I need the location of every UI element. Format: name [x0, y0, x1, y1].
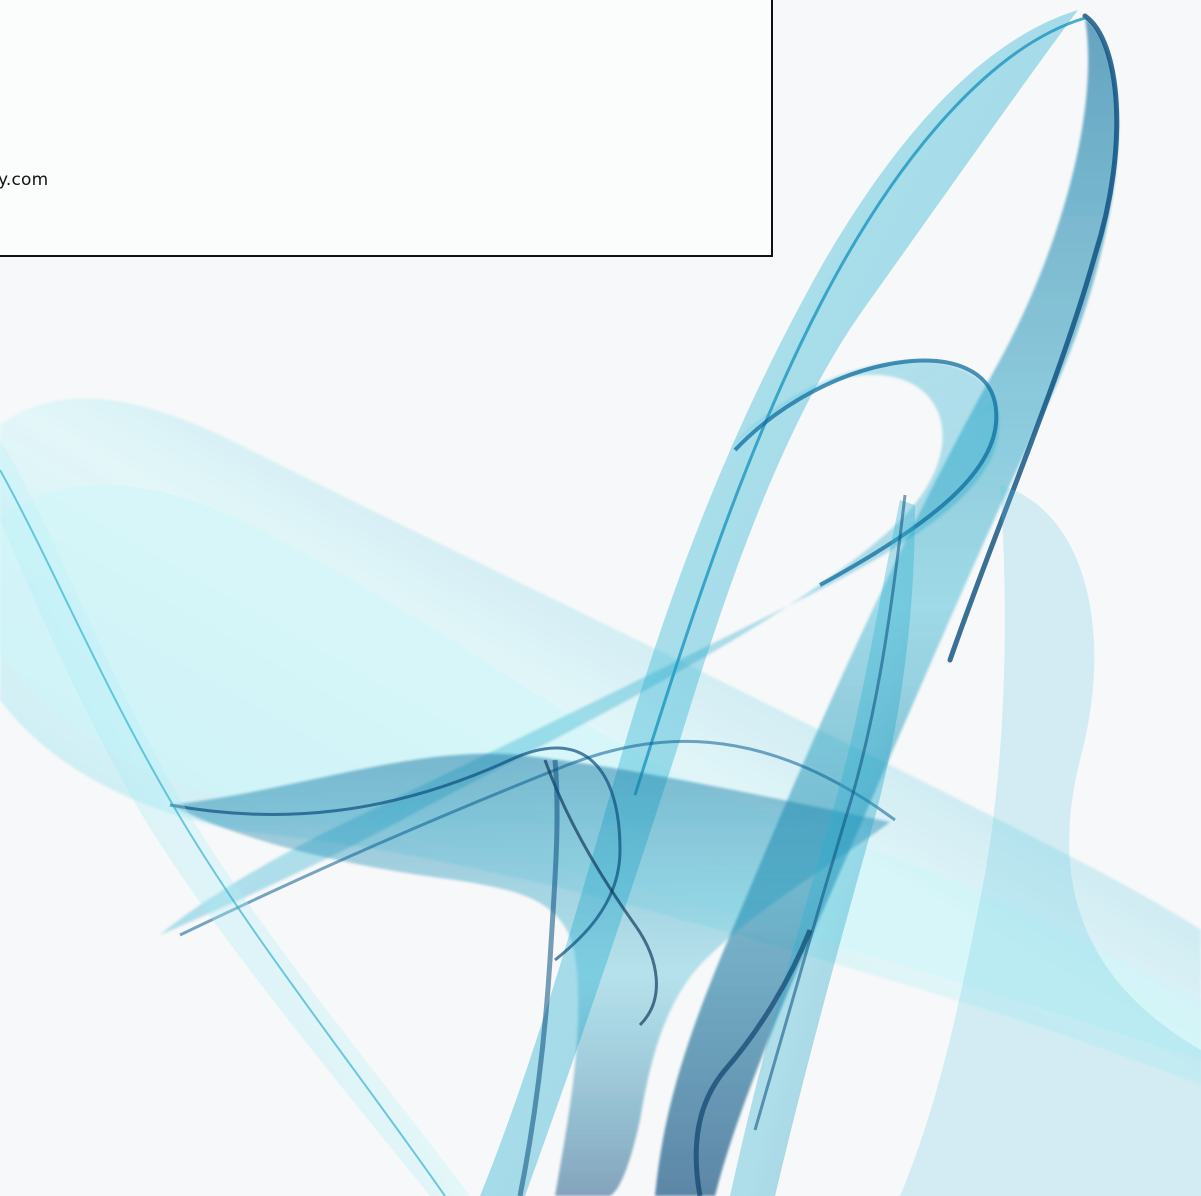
bottom-streamer-2 — [693, 929, 813, 1196]
lower-curve-2 — [169, 746, 622, 962]
right-stream-edge — [753, 494, 907, 1131]
right-wash — [900, 485, 1201, 1196]
bottom-streamer-1 — [517, 759, 560, 1196]
partial-url-text: y.com — [0, 170, 49, 190]
lower-dark-swirl — [170, 753, 890, 1196]
tall-loop-outer-edge — [947, 13, 1120, 663]
framed-text-box: y.com — [0, 0, 773, 257]
bottom-left-edge — [0, 469, 446, 1196]
right-stream — [730, 500, 915, 1196]
lower-curve-3 — [543, 759, 658, 1027]
central-arch-ribbon — [160, 360, 1000, 935]
central-arch-edge — [733, 358, 999, 587]
tall-loop-front-edge — [633, 16, 1086, 796]
